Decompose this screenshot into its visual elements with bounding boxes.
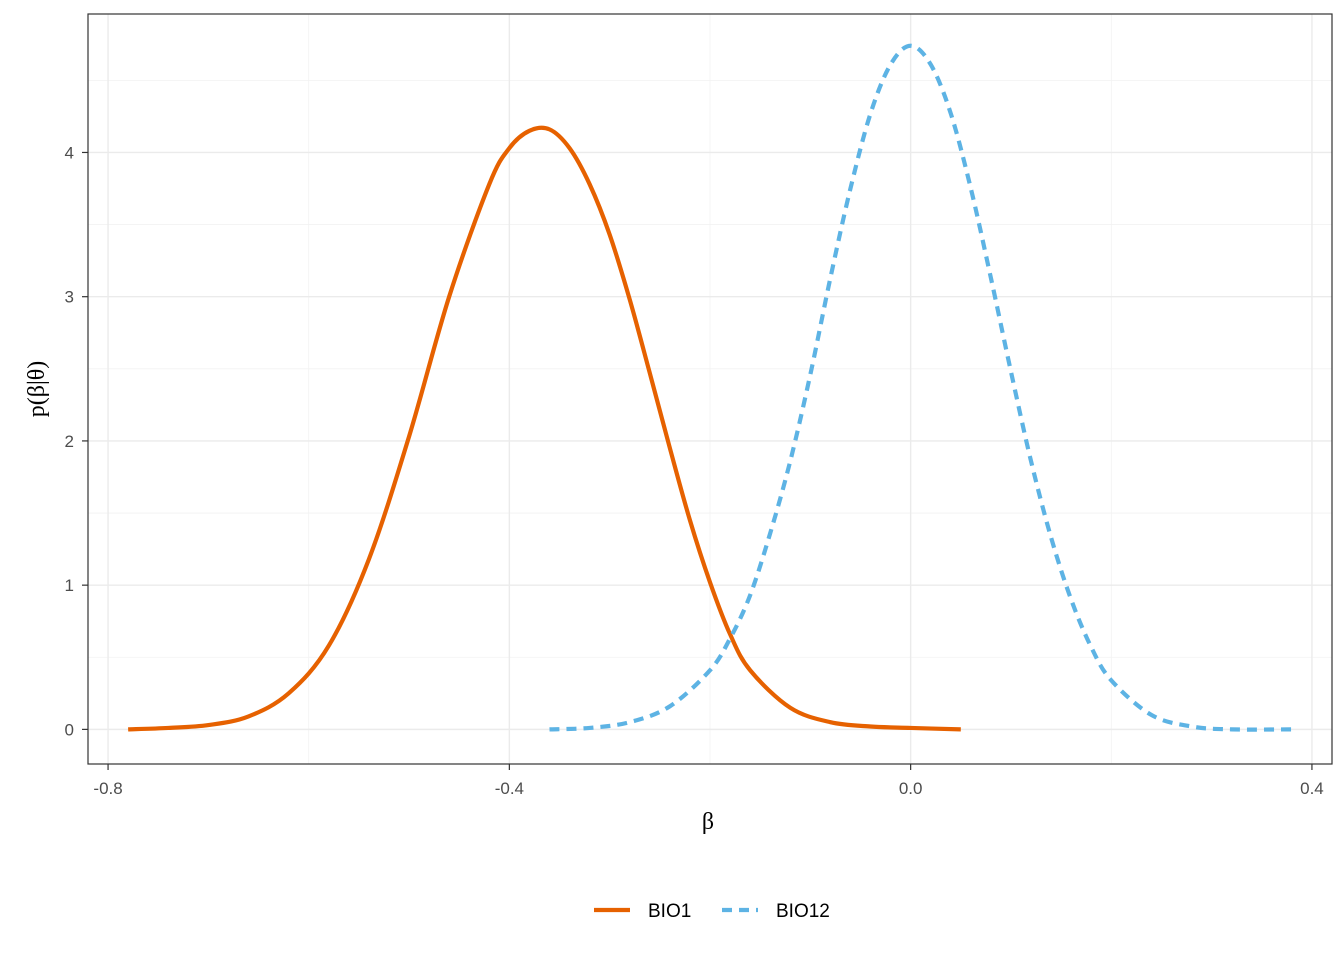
- x-tick-label: -0.4: [495, 779, 524, 798]
- legend: BIO1 BIO12: [594, 901, 830, 922]
- grid-minor: [88, 14, 1332, 764]
- plot-border: [87, 13, 1333, 765]
- legend-label-bio12: BIO12: [776, 901, 830, 922]
- y-tick-label: 3: [65, 288, 74, 307]
- y-tick-label: 0: [65, 720, 74, 739]
- x-axis: -0.8 -0.4 0.0 0.4: [93, 764, 1324, 798]
- series-layer: [128, 43, 1292, 732]
- x-tick-label: 0.4: [1300, 779, 1324, 798]
- x-tick-label: -0.8: [93, 779, 122, 798]
- y-axis-title: p(β|θ): [24, 361, 50, 418]
- y-tick-label: 4: [65, 143, 74, 162]
- x-axis-title: β: [702, 809, 714, 835]
- series-line-bio1: [128, 125, 961, 732]
- y-axis: 0 1 2 3 4: [65, 143, 88, 739]
- x-tick-label: 0.0: [899, 779, 923, 798]
- y-tick-label: 2: [65, 432, 74, 451]
- y-tick-label: 1: [65, 576, 74, 595]
- series-line-bio12: [549, 43, 1292, 732]
- legend-label-bio1: BIO1: [648, 901, 691, 922]
